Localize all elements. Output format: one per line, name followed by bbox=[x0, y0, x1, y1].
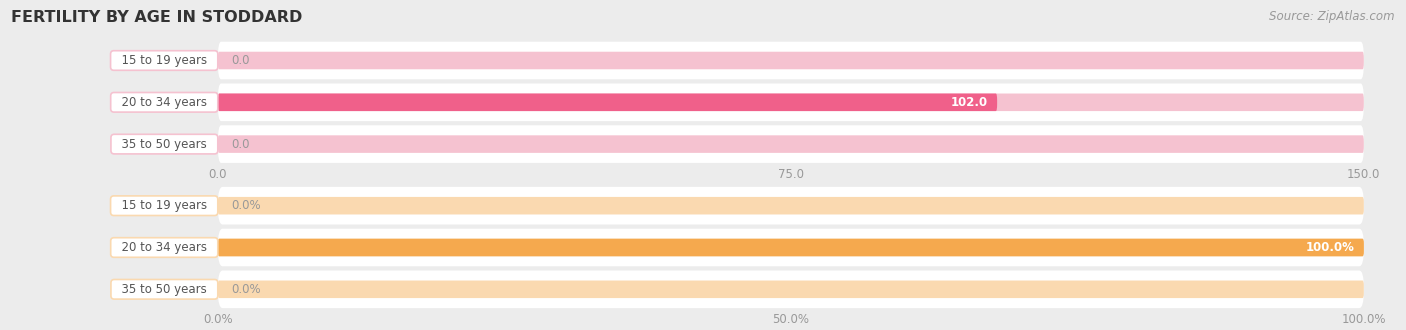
FancyBboxPatch shape bbox=[218, 125, 1364, 163]
Text: 15 to 19 years: 15 to 19 years bbox=[114, 54, 215, 67]
FancyBboxPatch shape bbox=[218, 187, 1364, 224]
FancyBboxPatch shape bbox=[218, 239, 1364, 256]
Text: 0.0: 0.0 bbox=[232, 54, 250, 67]
FancyBboxPatch shape bbox=[218, 83, 1364, 121]
Text: 100.0%: 100.0% bbox=[1306, 241, 1354, 254]
FancyBboxPatch shape bbox=[218, 93, 997, 111]
Text: 20 to 34 years: 20 to 34 years bbox=[114, 241, 215, 254]
FancyBboxPatch shape bbox=[218, 135, 1364, 153]
Text: 0.0: 0.0 bbox=[232, 138, 250, 150]
FancyBboxPatch shape bbox=[218, 52, 1364, 69]
FancyBboxPatch shape bbox=[218, 197, 1364, 214]
Text: 102.0: 102.0 bbox=[950, 96, 988, 109]
Text: 35 to 50 years: 35 to 50 years bbox=[114, 283, 215, 296]
Text: 35 to 50 years: 35 to 50 years bbox=[114, 138, 215, 150]
Text: 0.0%: 0.0% bbox=[232, 283, 262, 296]
FancyBboxPatch shape bbox=[218, 229, 1364, 266]
FancyBboxPatch shape bbox=[218, 93, 1364, 111]
FancyBboxPatch shape bbox=[218, 42, 1364, 79]
FancyBboxPatch shape bbox=[218, 280, 1364, 298]
FancyBboxPatch shape bbox=[218, 239, 1364, 256]
Text: Source: ZipAtlas.com: Source: ZipAtlas.com bbox=[1270, 10, 1395, 23]
FancyBboxPatch shape bbox=[218, 271, 1364, 308]
Text: 0.0%: 0.0% bbox=[232, 199, 262, 212]
Text: 15 to 19 years: 15 to 19 years bbox=[114, 199, 215, 212]
Text: FERTILITY BY AGE IN STODDARD: FERTILITY BY AGE IN STODDARD bbox=[11, 10, 302, 25]
Text: 20 to 34 years: 20 to 34 years bbox=[114, 96, 215, 109]
